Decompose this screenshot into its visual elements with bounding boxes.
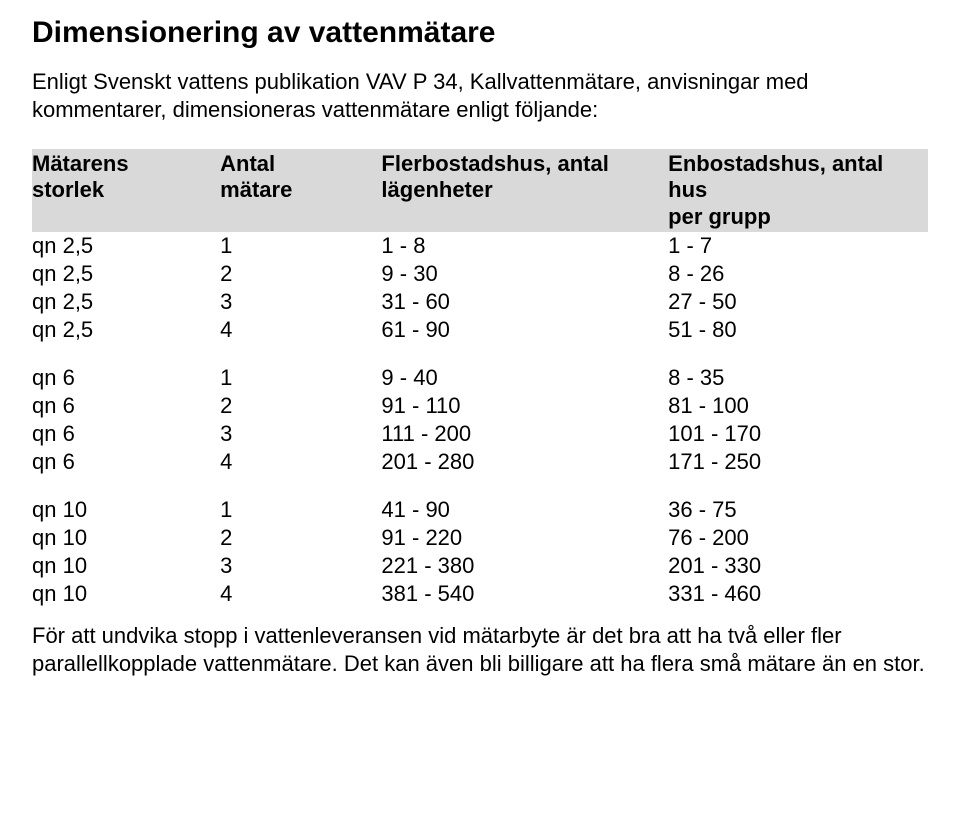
col-header-line: Antal <box>220 151 275 176</box>
table-row: qn 10291 - 22076 - 200 <box>32 524 928 552</box>
table-cell: qn 6 <box>32 448 220 476</box>
table-cell: 201 - 330 <box>668 552 928 580</box>
table-cell: 3 <box>220 420 381 448</box>
col-header-line: per grupp <box>668 204 771 229</box>
table-group-separator <box>32 344 928 364</box>
table-cell: 111 - 200 <box>381 420 668 448</box>
table-cell: qn 10 <box>32 552 220 580</box>
col-header-line: Flerbostadshus, antal <box>381 151 608 176</box>
table-cell: qn 6 <box>32 420 220 448</box>
table-cell: 221 - 380 <box>381 552 668 580</box>
table-cell: qn 10 <box>32 580 220 608</box>
table-cell: 1 - 7 <box>668 232 928 260</box>
table-row: qn 2,529 - 308 - 26 <box>32 260 928 288</box>
table-row: qn 2,5331 - 6027 - 50 <box>32 288 928 316</box>
table-cell: 171 - 250 <box>668 448 928 476</box>
intro-paragraph: Enligt Svenskt vattens publikation VAV P… <box>32 68 928 123</box>
table-cell: 51 - 80 <box>668 316 928 344</box>
separator-cell <box>32 476 928 496</box>
table-cell: 3 <box>220 552 381 580</box>
table-cell: 91 - 110 <box>381 392 668 420</box>
col-header-line: lägenheter <box>381 177 492 202</box>
table-cell: 9 - 40 <box>381 364 668 392</box>
col-header-line: storlek <box>32 177 104 202</box>
col-header-storlek: Mätarens storlek <box>32 149 220 232</box>
table-row: qn 104381 - 540331 - 460 <box>32 580 928 608</box>
col-header-line: mätare <box>220 177 292 202</box>
table-cell: 61 - 90 <box>381 316 668 344</box>
table-row: qn 6291 - 11081 - 100 <box>32 392 928 420</box>
table-cell: qn 2,5 <box>32 232 220 260</box>
table-cell: 4 <box>220 316 381 344</box>
table-cell: 81 - 100 <box>668 392 928 420</box>
table-cell: qn 6 <box>32 392 220 420</box>
table-row: qn 103221 - 380201 - 330 <box>32 552 928 580</box>
table-row: qn 10141 - 9036 - 75 <box>32 496 928 524</box>
table-cell: 381 - 540 <box>381 580 668 608</box>
col-header-line: Enbostadshus, antal hus <box>668 151 883 202</box>
table-header-row: Mätarens storlek Antal mätare Flerbostad… <box>32 149 928 232</box>
table-cell: qn 2,5 <box>32 260 220 288</box>
table-cell: qn 6 <box>32 364 220 392</box>
table-row: qn 64201 - 280171 - 250 <box>32 448 928 476</box>
table-cell: qn 10 <box>32 496 220 524</box>
table-cell: 2 <box>220 524 381 552</box>
table-cell: 101 - 170 <box>668 420 928 448</box>
table-cell: qn 2,5 <box>32 288 220 316</box>
table-cell: 4 <box>220 448 381 476</box>
table-cell: 4 <box>220 580 381 608</box>
table-cell: 91 - 220 <box>381 524 668 552</box>
table-cell: 2 <box>220 260 381 288</box>
table-cell: qn 2,5 <box>32 316 220 344</box>
table-cell: 27 - 50 <box>668 288 928 316</box>
table-cell: 9 - 30 <box>381 260 668 288</box>
table-cell: 3 <box>220 288 381 316</box>
table-cell: 1 <box>220 232 381 260</box>
table-row: qn 2,511 - 81 - 7 <box>32 232 928 260</box>
table-cell: 1 <box>220 364 381 392</box>
table-body: qn 2,511 - 81 - 7qn 2,529 - 308 - 26qn 2… <box>32 232 928 608</box>
separator-cell <box>32 344 928 364</box>
table-row: qn 619 - 408 - 35 <box>32 364 928 392</box>
table-cell: 201 - 280 <box>381 448 668 476</box>
col-header-antal: Antal mätare <box>220 149 381 232</box>
table-cell: 8 - 26 <box>668 260 928 288</box>
table-cell: 36 - 75 <box>668 496 928 524</box>
table-cell: 1 - 8 <box>381 232 668 260</box>
table-cell: 31 - 60 <box>381 288 668 316</box>
table-cell: 1 <box>220 496 381 524</box>
table-cell: qn 10 <box>32 524 220 552</box>
table-group-separator <box>32 476 928 496</box>
table-row: qn 2,5461 - 9051 - 80 <box>32 316 928 344</box>
table-cell: 331 - 460 <box>668 580 928 608</box>
table-row: qn 63111 - 200101 - 170 <box>32 420 928 448</box>
col-header-enbostadshus: Enbostadshus, antal hus per grupp <box>668 149 928 232</box>
col-header-flerbostadshus: Flerbostadshus, antal lägenheter <box>381 149 668 232</box>
page-title: Dimensionering av vattenmätare <box>32 16 928 50</box>
table-cell: 76 - 200 <box>668 524 928 552</box>
closing-paragraph: För att undvika stopp i vattenleveransen… <box>32 622 928 677</box>
table-cell: 8 - 35 <box>668 364 928 392</box>
col-header-line: Mätarens <box>32 151 129 176</box>
table-cell: 2 <box>220 392 381 420</box>
dimension-table: Mätarens storlek Antal mätare Flerbostad… <box>32 149 928 608</box>
table-cell: 41 - 90 <box>381 496 668 524</box>
